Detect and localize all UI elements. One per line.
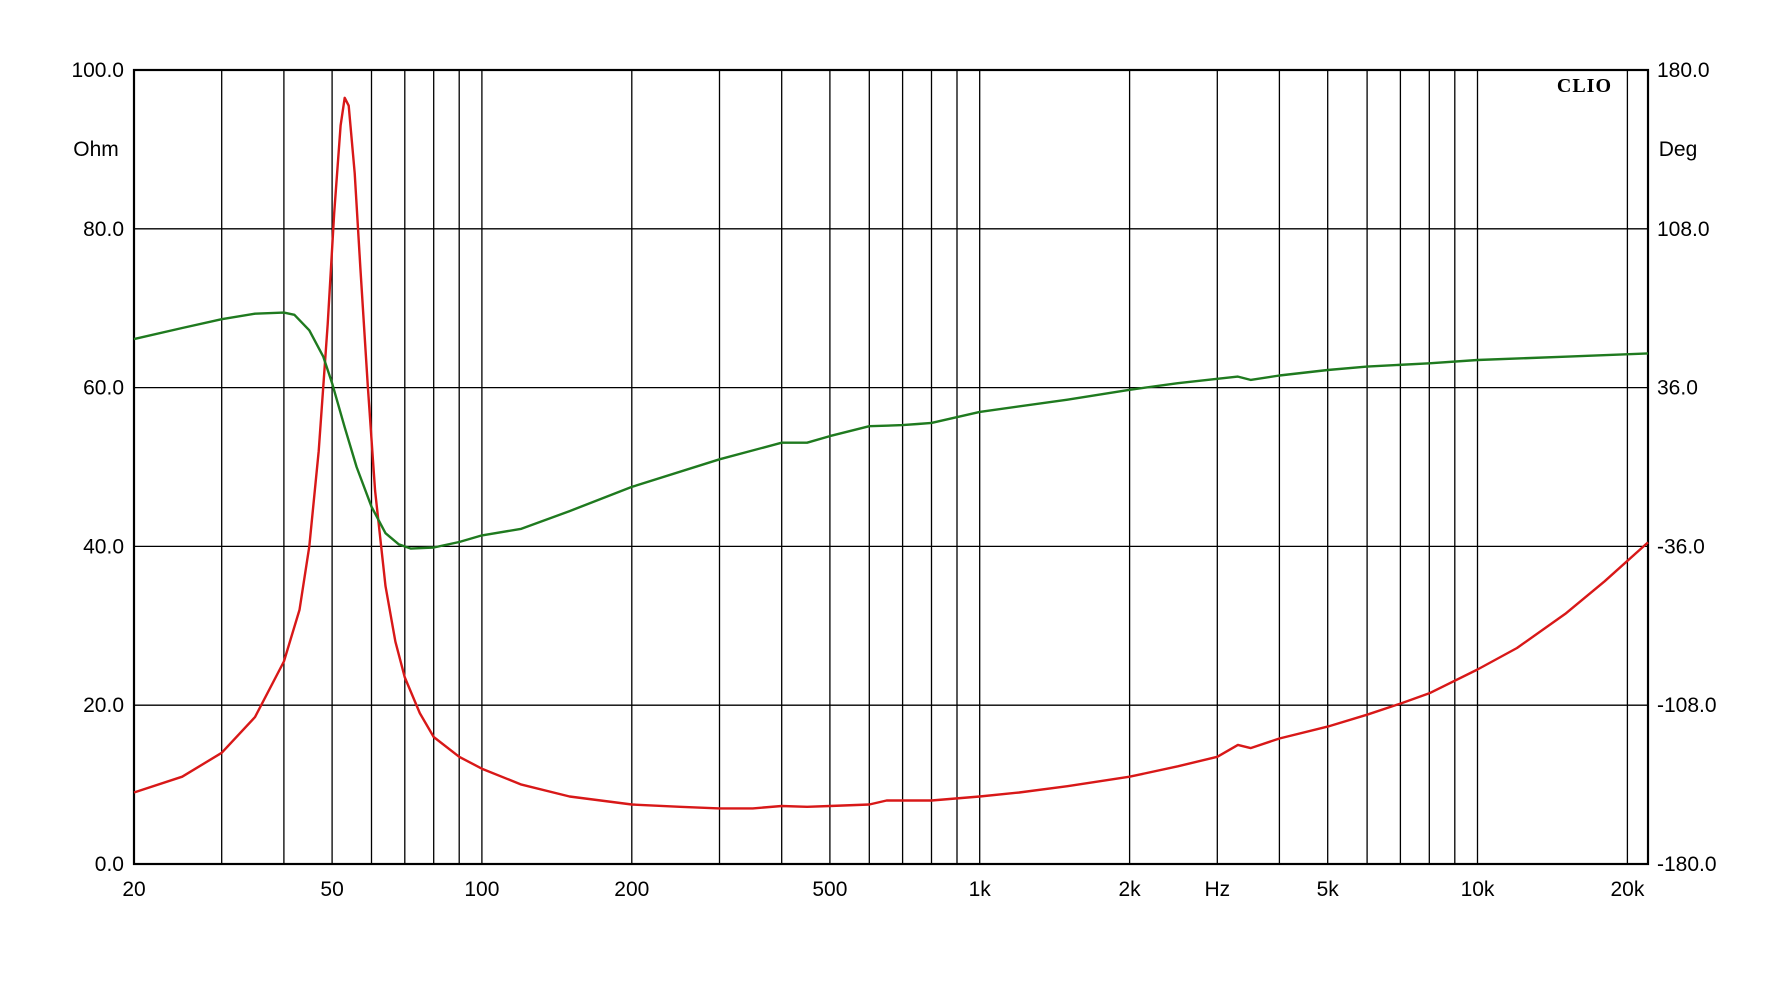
left-y-tick-label: 0.0 bbox=[95, 853, 124, 876]
right-y-tick-label: 108.0 bbox=[1657, 218, 1710, 241]
x-tick-label: 10k bbox=[1461, 878, 1495, 901]
x-tick-label: 5k bbox=[1317, 878, 1340, 901]
left-axis-unit: Ohm bbox=[73, 138, 119, 161]
x-tick-label: Hz bbox=[1204, 878, 1230, 901]
right-y-tick-label: -180.0 bbox=[1657, 853, 1717, 876]
x-tick-label: 100 bbox=[464, 878, 499, 901]
x-tick-label: 1k bbox=[969, 878, 992, 901]
impedance-curve bbox=[133, 96, 1649, 810]
plot-frame bbox=[132, 68, 1650, 866]
right-y-tick-label: -36.0 bbox=[1657, 535, 1705, 558]
right-y-tick-label: 180.0 bbox=[1657, 59, 1710, 82]
left-y-tick-label: 80.0 bbox=[83, 218, 124, 241]
x-tick-label: 20 bbox=[122, 878, 145, 901]
left-y-tick-label: 100.0 bbox=[71, 59, 124, 82]
axis-labels: Ohm Deg CLIO 20 50 100 200 500 1k 2k Hz 5k 10k 20k… bbox=[71, 59, 1716, 901]
clio-brand-label: CLIO bbox=[1557, 75, 1612, 97]
right-y-tick-label: 36.0 bbox=[1657, 377, 1698, 400]
x-tick-label: 50 bbox=[320, 878, 343, 901]
plot-border bbox=[132, 68, 1650, 866]
series-lines bbox=[133, 96, 1649, 810]
phase-curve bbox=[133, 311, 1649, 550]
left-y-tick-label: 40.0 bbox=[83, 535, 124, 558]
x-tick-label: 500 bbox=[812, 878, 847, 901]
right-y-tick-label: -108.0 bbox=[1657, 694, 1717, 717]
x-tick-label: 200 bbox=[614, 878, 649, 901]
x-tick-label: 2k bbox=[1119, 878, 1142, 901]
right-axis-unit: Deg bbox=[1659, 138, 1698, 161]
x-tick-label: 20k bbox=[1610, 878, 1644, 901]
left-y-tick-label: 20.0 bbox=[83, 694, 124, 717]
left-y-tick-label: 60.0 bbox=[83, 377, 124, 400]
